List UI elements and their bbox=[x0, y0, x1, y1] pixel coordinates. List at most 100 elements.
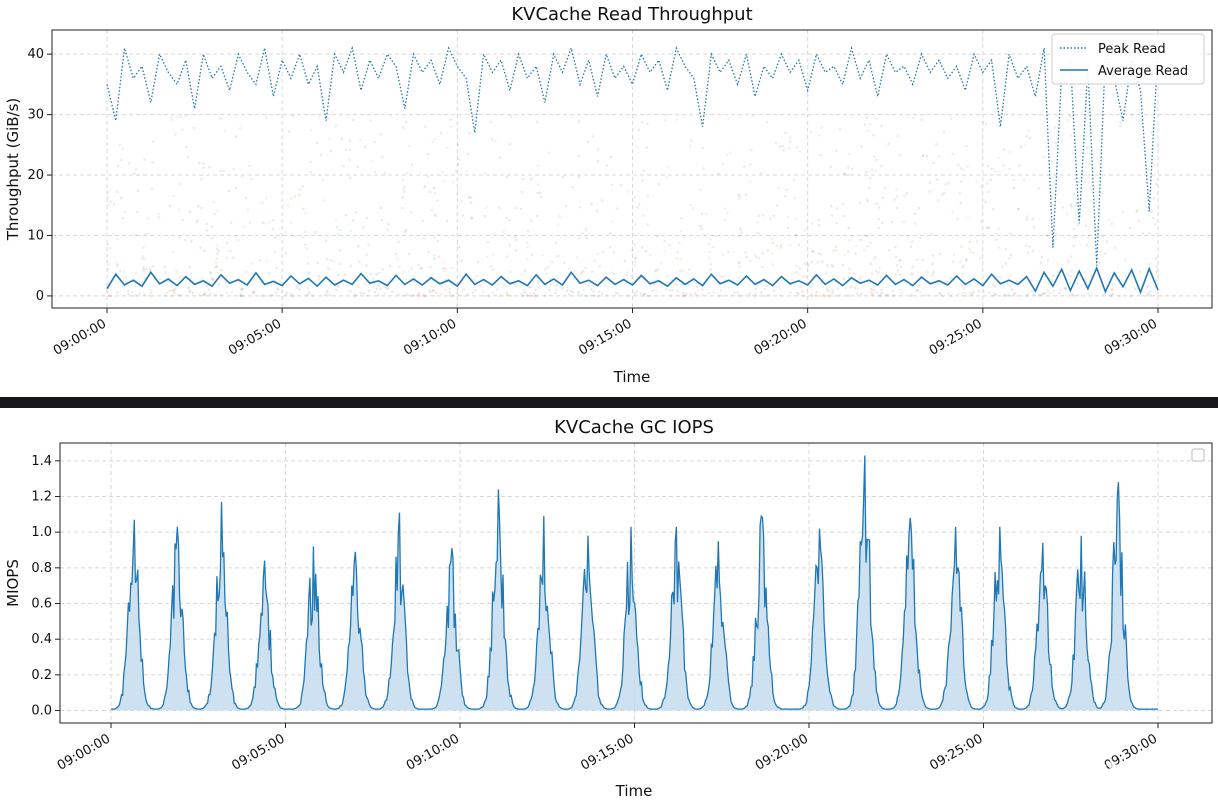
scatter-point bbox=[334, 219, 338, 223]
scatter-point bbox=[434, 214, 438, 217]
scatter-point bbox=[761, 214, 765, 217]
scatter-point bbox=[375, 272, 379, 276]
scatter-point bbox=[959, 180, 963, 183]
scatter-point bbox=[317, 115, 321, 119]
scatter-point bbox=[801, 294, 805, 298]
scatter-point bbox=[1042, 156, 1045, 159]
scatter-point bbox=[842, 202, 845, 206]
scatter-point bbox=[959, 167, 963, 170]
scatter-point bbox=[975, 180, 978, 183]
scatter-point bbox=[665, 175, 669, 179]
y-tick-label: 0.4 bbox=[31, 632, 52, 647]
scatter-point bbox=[276, 288, 280, 291]
scatter-point bbox=[423, 294, 426, 298]
scatter-point bbox=[577, 237, 581, 240]
scatter-point bbox=[475, 275, 479, 278]
scatter-point bbox=[531, 294, 534, 298]
scatter-point bbox=[1042, 292, 1046, 296]
scatter-point bbox=[322, 199, 325, 202]
scatter-point bbox=[119, 269, 122, 273]
scatter-point bbox=[433, 138, 437, 141]
scatter-point bbox=[895, 264, 899, 267]
scatter-point bbox=[505, 175, 509, 179]
scatter-point bbox=[571, 291, 575, 294]
scatter-point bbox=[246, 208, 250, 211]
scatter-point bbox=[329, 149, 332, 153]
chart-title: KVCache Read Throughput bbox=[511, 4, 752, 25]
scatter-point bbox=[472, 278, 476, 281]
scatter-point bbox=[843, 171, 846, 175]
scatter-point bbox=[536, 279, 540, 283]
scatter-point bbox=[116, 237, 119, 241]
scatter-point bbox=[222, 169, 225, 173]
scatter-point bbox=[291, 114, 295, 118]
scatter-point bbox=[395, 257, 399, 261]
scatter-point bbox=[419, 267, 423, 271]
scatter-point bbox=[192, 126, 196, 130]
scatter-point bbox=[809, 130, 813, 134]
scatter-point bbox=[644, 249, 648, 253]
scatter-point bbox=[838, 128, 842, 131]
scatter-point bbox=[433, 236, 437, 239]
scatter-point bbox=[733, 291, 736, 295]
scatter-point bbox=[968, 292, 972, 295]
scatter-point bbox=[1118, 294, 1121, 298]
scatter-point bbox=[558, 214, 561, 218]
scatter-point bbox=[1054, 237, 1058, 240]
scatter-point bbox=[727, 250, 730, 254]
scatter-point bbox=[601, 292, 604, 296]
scatter-point bbox=[1046, 259, 1050, 262]
scatter-point bbox=[182, 232, 185, 236]
plot-frame bbox=[59, 442, 1213, 724]
scatter-point bbox=[401, 178, 405, 182]
scatter-point bbox=[859, 238, 863, 242]
scatter-point bbox=[856, 287, 860, 290]
scatter-point bbox=[1030, 279, 1033, 282]
scatter-point bbox=[997, 246, 1001, 249]
scatter-point bbox=[367, 289, 371, 293]
scatter-point bbox=[530, 253, 534, 257]
scatter-point bbox=[701, 288, 704, 291]
scatter-point bbox=[979, 256, 982, 260]
scatter-point bbox=[1070, 269, 1073, 273]
scatter-point bbox=[986, 226, 989, 229]
scatter-point bbox=[899, 258, 902, 262]
scatter-point bbox=[355, 211, 358, 214]
scatter-point bbox=[240, 287, 244, 291]
scatter-point bbox=[957, 164, 960, 167]
scatter-point bbox=[615, 207, 619, 210]
scatter-point bbox=[605, 284, 608, 287]
scatter-point bbox=[663, 239, 666, 243]
scatter-point bbox=[1007, 293, 1011, 297]
scatter-point bbox=[877, 217, 880, 221]
scatter-point bbox=[730, 294, 734, 297]
scatter-point bbox=[748, 180, 752, 183]
scatter-point bbox=[486, 255, 489, 259]
scatter-point bbox=[433, 294, 436, 298]
scatter-point bbox=[765, 120, 769, 124]
scatter-point bbox=[869, 262, 872, 265]
scatter-point bbox=[214, 265, 218, 269]
scatter-point bbox=[118, 143, 121, 147]
scatter-point bbox=[678, 241, 681, 245]
scatter-point bbox=[1137, 219, 1141, 222]
scatter-point bbox=[173, 291, 176, 295]
scatter-point bbox=[1135, 209, 1139, 212]
scatter-point bbox=[723, 218, 727, 222]
scatter-point bbox=[678, 294, 681, 298]
scatter-point bbox=[139, 257, 143, 260]
scatter-point bbox=[1111, 289, 1114, 292]
scatter-point bbox=[482, 294, 486, 298]
scatter-point bbox=[982, 290, 986, 293]
scatter-point bbox=[1056, 270, 1060, 273]
scatter-point bbox=[456, 287, 460, 290]
scatter-point bbox=[427, 250, 430, 254]
scatter-point bbox=[717, 294, 721, 298]
scatter-point bbox=[481, 290, 484, 293]
x-ticks: 09:00:00 09:05:00 09:10:00 09:15:00 09:20:00… bbox=[51, 308, 1160, 359]
scatter-point bbox=[265, 116, 268, 119]
scatter-point bbox=[457, 187, 461, 191]
scatter-point bbox=[961, 291, 964, 295]
scatter-point bbox=[407, 252, 411, 256]
scatter-point bbox=[1046, 289, 1050, 292]
